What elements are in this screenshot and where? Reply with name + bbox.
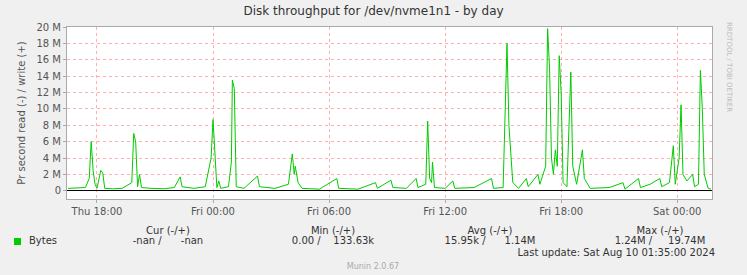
html-text:15.95k / 1.14M: 15.95k / 1.14M [444, 235, 536, 246]
html-text:Cur (-/+): Cur (-/+) [146, 225, 190, 236]
svg-text:14 M: 14 M [36, 71, 61, 82]
svg-text:Fri 00:00: Fri 00:00 [191, 206, 235, 217]
html-text:1.24M / 19.74M: 1.24M / 19.74M [614, 235, 706, 246]
html-text:Bytes: Bytes [29, 235, 58, 246]
html-text:Min (-/+): Min (-/+) [311, 225, 355, 236]
svg-text:8 M: 8 M [43, 120, 61, 131]
html-text:Munin 2.0.67: Munin 2.0.67 [346, 262, 400, 271]
svg-text:Thu 18:00: Thu 18:00 [71, 206, 123, 217]
svg-text:18 M: 18 M [36, 38, 61, 49]
html-text:-nan / -nan: -nan / -nan [132, 235, 204, 246]
svg-text:Sat 00:00: Sat 00:00 [653, 206, 701, 217]
svg-text:Pr second read (-) / write (+): Pr second read (-) / write (+) [16, 41, 27, 184]
html-text:Avg (-/+): Avg (-/+) [467, 225, 513, 236]
html-text:Last update: Sat Aug 10 01:35:: Last update: Sat Aug 10 01:35:00 2024 [517, 247, 715, 258]
svg-text:20 M: 20 M [36, 22, 61, 33]
svg-text:10 M: 10 M [36, 103, 61, 114]
svg-text:2 M: 2 M [43, 169, 61, 180]
svg-text:16 M: 16 M [36, 54, 61, 65]
svg-text:4 M: 4 M [43, 153, 61, 164]
svg-text:Disk throughput for /dev/nvme1: Disk throughput for /dev/nvme1n1 - by da… [243, 4, 503, 18]
svg-text:Fri 18:00: Fri 18:00 [539, 206, 583, 217]
svg-text:0: 0 [55, 185, 61, 196]
html-text:Max (-/+): Max (-/+) [636, 225, 684, 236]
svg-text:6 M: 6 M [43, 136, 61, 147]
html-text:RRDTOOL / TOBI OETIKER: RRDTOOL / TOBI OETIKER [725, 22, 733, 113]
svg-text:12 M: 12 M [36, 87, 61, 98]
svg-text:Fri 06:00: Fri 06:00 [307, 206, 351, 217]
svg-text:Fri 12:00: Fri 12:00 [423, 206, 467, 217]
html-text:0.00 / 133.63k: 0.00 / 133.63k [291, 235, 375, 246]
